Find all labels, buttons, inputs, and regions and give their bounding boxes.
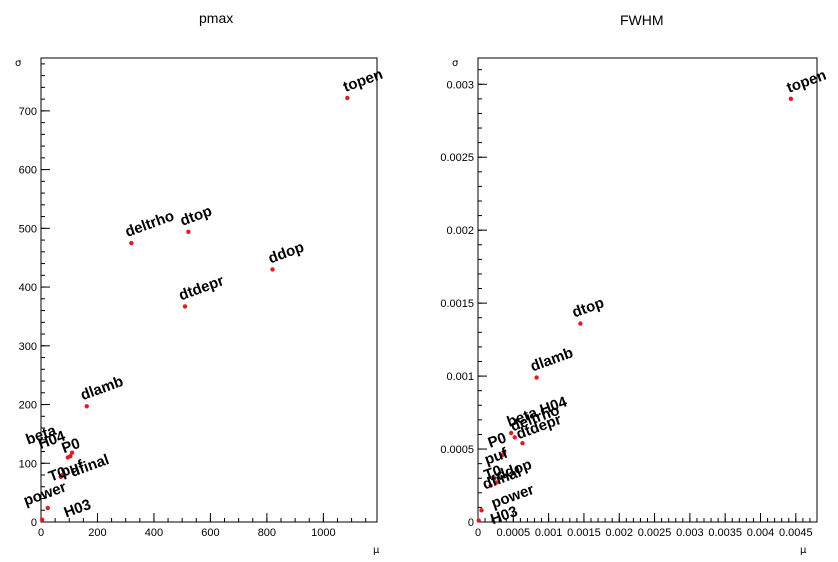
y-tick-label: 0.0005 bbox=[440, 444, 474, 456]
x-tick-label: 0.0035 bbox=[708, 527, 742, 539]
data-point bbox=[65, 455, 71, 460]
x-tick-label: 0.0005 bbox=[496, 527, 530, 539]
y-tick-label: 300 bbox=[19, 341, 37, 353]
x-tick-label: 600 bbox=[201, 527, 219, 539]
data-point bbox=[479, 508, 484, 513]
point-label: dtop bbox=[178, 203, 214, 230]
x-axis-label: μ bbox=[800, 545, 807, 556]
data-point bbox=[508, 430, 514, 436]
point-label: H03 bbox=[62, 496, 94, 521]
point-label: deltrho bbox=[123, 207, 177, 240]
pmax-chart: 0 200 400 600 800 1000 0 100 200 300 400 500 600 700 μ… bbox=[15, 57, 385, 556]
point-label: topen bbox=[341, 66, 385, 96]
x-tick-label: 0.0045 bbox=[779, 527, 813, 539]
y-tick-label: 0 bbox=[468, 517, 474, 529]
point-label: dlamb bbox=[78, 373, 125, 404]
x-axis-label: μ bbox=[373, 545, 380, 556]
data-point bbox=[578, 321, 583, 326]
data-point bbox=[345, 95, 350, 101]
point-label: dtop bbox=[570, 294, 606, 321]
data-point bbox=[186, 229, 191, 235]
data-point bbox=[58, 474, 63, 479]
data-point bbox=[84, 404, 89, 409]
left-chart-title: pmax bbox=[199, 10, 234, 26]
y-tick-label: 0.003 bbox=[446, 79, 474, 91]
point-label: P0 bbox=[59, 435, 82, 457]
fwhm-chart: 0 0.0005 0.001 0.0015 0.002 0.0025 0.003 0.0035… bbox=[440, 57, 829, 556]
data-point bbox=[512, 435, 517, 440]
x-tick-label: 0.003 bbox=[676, 527, 704, 539]
point-label: T0 bbox=[46, 464, 68, 486]
y-tick-label: 0.001 bbox=[446, 371, 474, 383]
data-point bbox=[129, 240, 134, 246]
x-tick-label: 0 bbox=[38, 527, 44, 539]
data-point bbox=[39, 517, 45, 522]
x-tick-label: 400 bbox=[145, 527, 163, 539]
right-chart-title: FWHM bbox=[620, 12, 664, 28]
point-label: dlamb bbox=[528, 344, 575, 375]
y-tick-label: 0.0025 bbox=[440, 152, 474, 164]
x-tick-label: 1000 bbox=[311, 527, 335, 539]
y-axis-label: σ bbox=[15, 58, 22, 69]
data-point bbox=[788, 96, 794, 102]
plot-frame bbox=[477, 57, 818, 523]
y-axis-label: σ bbox=[452, 58, 459, 69]
data-point bbox=[492, 476, 497, 481]
data-point bbox=[69, 450, 75, 455]
x-tick-label: 0.001 bbox=[535, 527, 563, 539]
y-tick-label: 0.002 bbox=[446, 225, 474, 237]
x-tick-label: 0.0025 bbox=[638, 527, 672, 539]
x-tick-label: 200 bbox=[88, 527, 106, 539]
plot-frame bbox=[40, 57, 378, 523]
x-tick-label: 0.0015 bbox=[567, 527, 601, 539]
data-point bbox=[494, 480, 499, 485]
data-point bbox=[45, 505, 50, 511]
x-tick-label: 0.002 bbox=[605, 527, 633, 539]
y-tick-label: 400 bbox=[19, 282, 37, 294]
y-tick-label: 500 bbox=[19, 223, 37, 235]
data-point bbox=[182, 304, 188, 309]
point-label: dfinal bbox=[68, 451, 111, 481]
data-point bbox=[520, 441, 525, 446]
y-tick-label: 0 bbox=[31, 517, 37, 529]
y-tick-label: 100 bbox=[19, 458, 37, 470]
y-tick-label: 200 bbox=[19, 400, 37, 412]
data-point bbox=[500, 452, 505, 458]
data-point bbox=[476, 518, 481, 523]
data-point bbox=[534, 375, 539, 380]
data-point bbox=[270, 267, 275, 272]
x-tick-label: 0 bbox=[475, 527, 481, 539]
y-tick-label: 700 bbox=[19, 106, 37, 118]
point-label: P0 bbox=[486, 429, 509, 451]
data-point bbox=[488, 483, 493, 488]
x-tick-label: 0.004 bbox=[747, 527, 775, 539]
y-tick-label: 600 bbox=[19, 165, 37, 177]
point-label: dtdepr bbox=[177, 272, 227, 304]
x-tick-label: 800 bbox=[258, 527, 276, 539]
point-label: topen bbox=[784, 67, 828, 97]
point-label: T0 bbox=[482, 462, 504, 484]
y-tick-label: 0.0015 bbox=[440, 298, 474, 310]
point-label: ddop bbox=[266, 239, 306, 268]
